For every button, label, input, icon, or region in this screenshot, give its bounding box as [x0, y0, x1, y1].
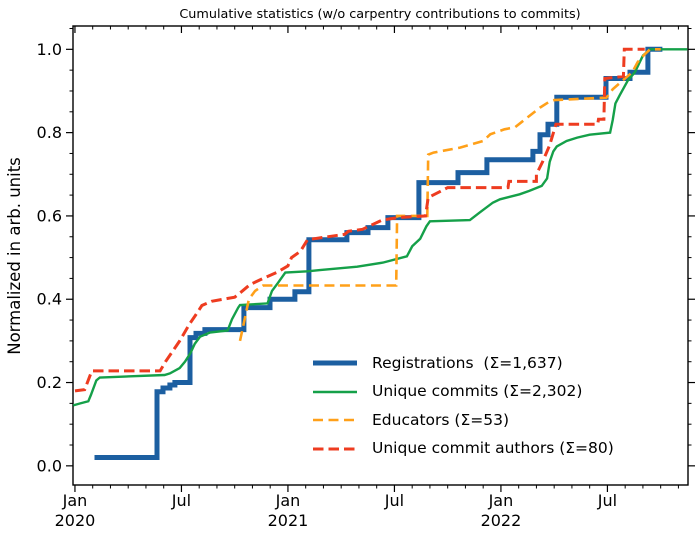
data-series-layer — [72, 46, 688, 460]
x-tick-label: Jan — [275, 491, 301, 510]
legend-item-educators: Educators (Σ=53) — [312, 406, 614, 435]
plot-frame — [72, 25, 689, 486]
y-tick-label: 0.6 — [37, 206, 62, 225]
legend-swatch-educators — [313, 419, 357, 422]
x-tick-label: Jan — [488, 491, 514, 510]
legend-label-registrations: Registrations (Σ=1,637) — [372, 353, 563, 372]
series-line-educators — [238, 47, 661, 342]
series-line-unique-commit-authors — [74, 47, 645, 393]
legend-item-unique-commit-authors: Unique commit authors (Σ=80) — [312, 435, 614, 464]
x-tick-label: Jul — [384, 491, 404, 510]
y-tick-label: 0.4 — [37, 290, 62, 309]
chart-title: Cumulative statistics (w/o carpentry con… — [179, 7, 580, 22]
y-tick-label: 0.2 — [37, 373, 62, 392]
x-tick-label: Jul — [597, 491, 617, 510]
y-tick-label: 1.0 — [37, 40, 62, 59]
legend-item-registrations: Registrations (Σ=1,637) — [312, 349, 614, 378]
series-line-unique-commits — [72, 48, 688, 407]
chart-legend: Registrations (Σ=1,637) Unique commits (Σ… — [312, 349, 614, 463]
x-tick-year-label: 2021 — [268, 511, 309, 530]
legend-swatch-unique-commit-authors — [313, 447, 357, 451]
y-axis-label: Normalized in arb. units — [5, 157, 24, 355]
x-tick-year-label: 2022 — [481, 511, 522, 530]
legend-label-unique-commits: Unique commits (Σ=2,302) — [372, 382, 583, 401]
x-tick-label: Jan — [62, 491, 88, 510]
legend-label-unique-commit-authors: Unique commit authors (Σ=80) — [372, 439, 614, 458]
legend-swatch-registrations — [313, 360, 357, 366]
y-tick-label: 0.0 — [37, 456, 62, 475]
legend-label-educators: Educators (Σ=53) — [372, 410, 510, 429]
y-tick-label: 0.8 — [37, 123, 62, 142]
legend-swatch-unique-commits — [313, 390, 357, 394]
legend-item-unique-commits: Unique commits (Σ=2,302) — [312, 378, 614, 407]
x-tick-label: Jul — [171, 491, 191, 510]
x-tick-year-label: 2020 — [55, 511, 96, 530]
